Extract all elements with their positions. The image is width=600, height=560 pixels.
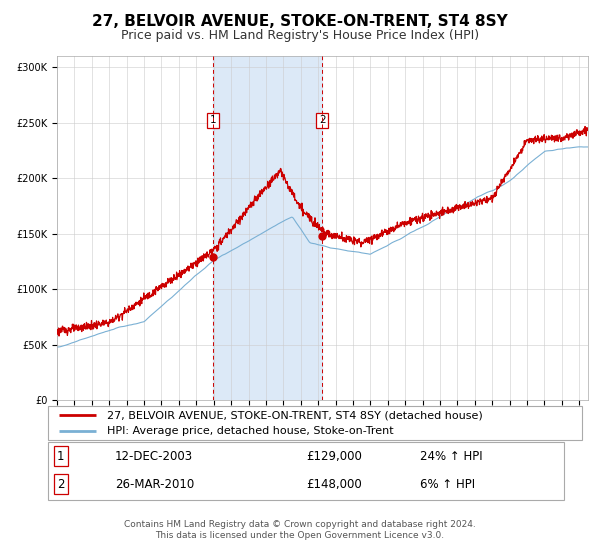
Bar <box>213 56 322 400</box>
Text: HPI: Average price, detached house, Stoke-on-Trent: HPI: Average price, detached house, Stok… <box>107 426 394 436</box>
Text: 26-MAR-2010: 26-MAR-2010 <box>115 478 194 491</box>
Text: 12-DEC-2003: 12-DEC-2003 <box>115 450 193 463</box>
Text: 1: 1 <box>57 450 65 463</box>
FancyBboxPatch shape <box>48 406 582 440</box>
Text: 6% ↑ HPI: 6% ↑ HPI <box>419 478 475 491</box>
Text: 27, BELVOIR AVENUE, STOKE-ON-TRENT, ST4 8SY (detached house): 27, BELVOIR AVENUE, STOKE-ON-TRENT, ST4 … <box>107 410 482 421</box>
Text: £148,000: £148,000 <box>306 478 362 491</box>
Text: 1: 1 <box>209 115 217 125</box>
Text: £129,000: £129,000 <box>306 450 362 463</box>
Text: 2: 2 <box>319 115 325 125</box>
Text: This data is licensed under the Open Government Licence v3.0.: This data is licensed under the Open Gov… <box>155 531 445 540</box>
Text: Price paid vs. HM Land Registry's House Price Index (HPI): Price paid vs. HM Land Registry's House … <box>121 29 479 42</box>
Text: 24% ↑ HPI: 24% ↑ HPI <box>419 450 482 463</box>
Text: 2: 2 <box>57 478 65 491</box>
Text: 27, BELVOIR AVENUE, STOKE-ON-TRENT, ST4 8SY: 27, BELVOIR AVENUE, STOKE-ON-TRENT, ST4 … <box>92 14 508 29</box>
Text: Contains HM Land Registry data © Crown copyright and database right 2024.: Contains HM Land Registry data © Crown c… <box>124 520 476 529</box>
